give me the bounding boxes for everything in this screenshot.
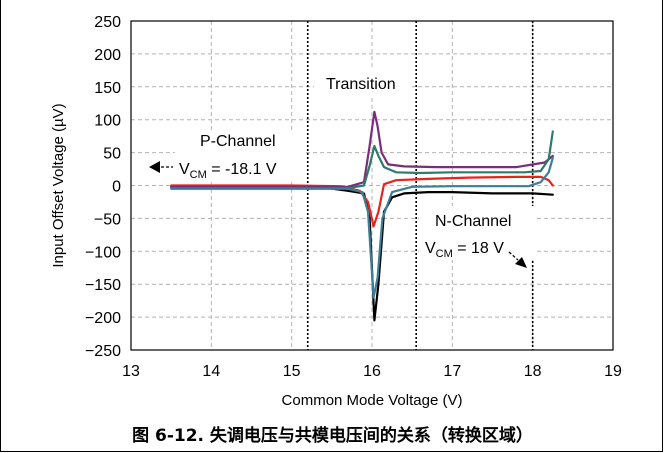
- y-tick-label: 50: [103, 146, 121, 163]
- figure-caption: 图 6-12. 失调电压与共模电压间的关系（转换区域）: [132, 426, 533, 446]
- x-axis-title: Common Mode Voltage (V): [282, 392, 463, 409]
- y-tick-label: 150: [94, 80, 121, 97]
- n-vcm-v: V: [425, 240, 436, 257]
- x-tick-label: 14: [202, 363, 220, 380]
- p-vcm-subscript: CM: [190, 169, 207, 181]
- p-channel-vcm: VCM = -18.1 V: [179, 161, 277, 181]
- x-tick-label: 19: [604, 363, 622, 380]
- n-channel-label-bg: [419, 206, 537, 260]
- series-line-3: [170, 110, 554, 188]
- p-channel-label: P-Channel: [200, 133, 276, 150]
- y-tick-label: −100: [85, 244, 121, 261]
- x-tick-label: 17: [443, 363, 461, 380]
- x-tick-label: 15: [283, 363, 301, 380]
- p-channel-label-bg: [175, 130, 305, 180]
- n-vcm-subscript: CM: [436, 248, 453, 260]
- down-right-arrow-icon: [508, 251, 527, 268]
- p-vcm-value: = -18.1 V: [207, 161, 277, 178]
- chart: 13 14 15 16 17 18 19 250 200 150 100 50 0 −50 −100 −150…: [50, 14, 622, 409]
- y-tick-label: 100: [94, 113, 121, 130]
- transition-label: Transition: [326, 76, 396, 93]
- n-channel-vcm: VCM = 18 V: [425, 240, 504, 260]
- y-tick-label: −150: [85, 277, 121, 294]
- x-tick-label: 16: [363, 363, 381, 380]
- x-tick-label: 13: [122, 363, 140, 380]
- y-tick-label: 250: [94, 14, 121, 31]
- left-arrow-icon: [149, 161, 173, 173]
- y-axis-title: Input Offset Voltage (µV): [50, 103, 67, 267]
- tick-labels: 13 14 15 16 17 18 19 250 200 150 100 50 0 −50 −100 −150…: [85, 14, 622, 380]
- y-tick-label: −200: [85, 310, 121, 327]
- series-line-4: [170, 130, 554, 190]
- series-line-5: [170, 156, 554, 299]
- y-tick-label: 200: [94, 47, 121, 64]
- y-tick-label: −250: [85, 343, 121, 360]
- plot-area: [130, 20, 614, 351]
- transition-label-bg: [314, 70, 412, 96]
- y-tick-label: −50: [94, 211, 121, 228]
- p-vcm-v: V: [179, 161, 190, 178]
- series-lines: [170, 110, 554, 322]
- x-tick-label: 18: [524, 363, 542, 380]
- n-vcm-value: = 18 V: [453, 240, 504, 257]
- n-channel-label: N-Channel: [435, 213, 511, 230]
- y-tick-label: 0: [112, 179, 121, 196]
